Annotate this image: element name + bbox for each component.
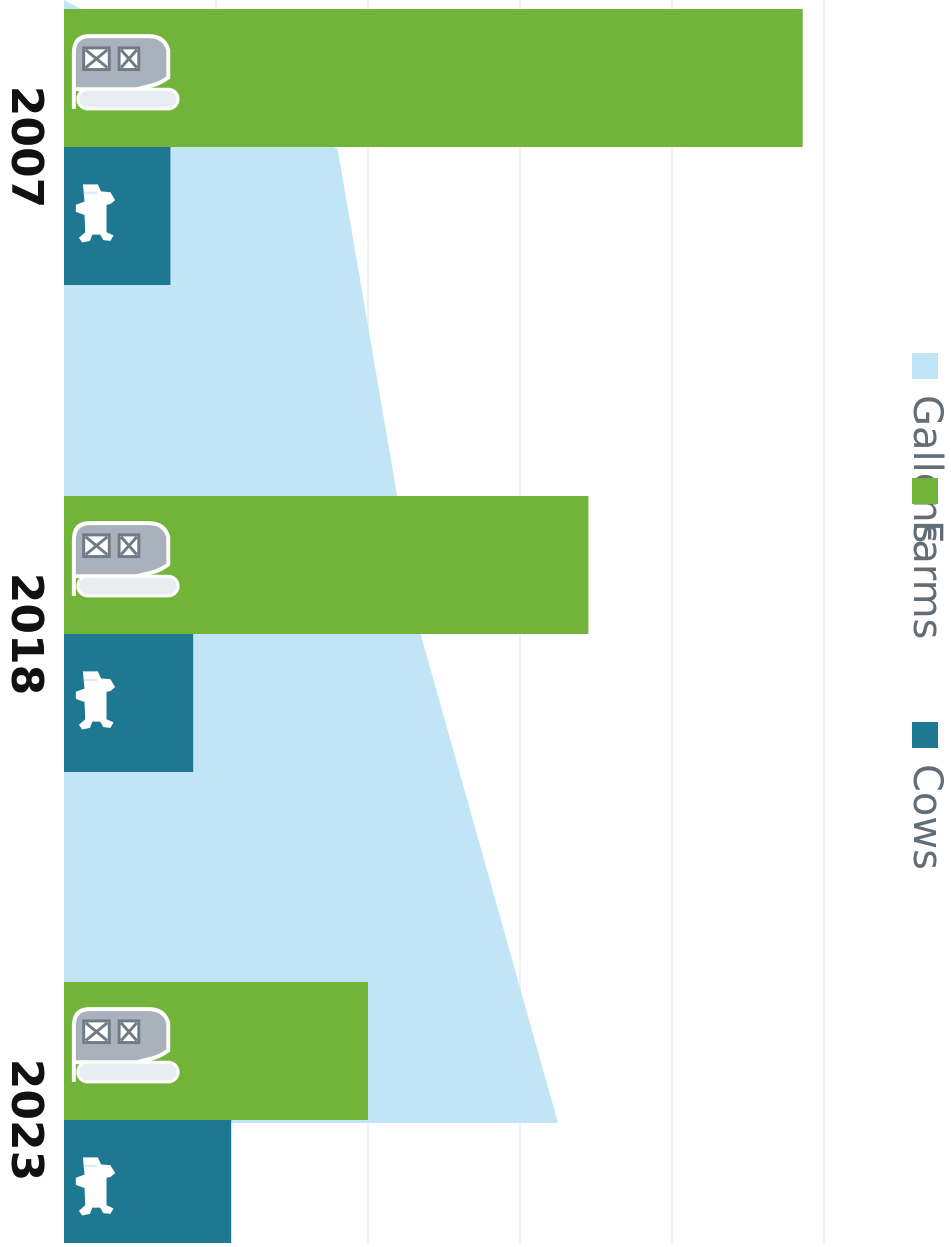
category-label-2018: 2018 (1, 573, 52, 695)
barn-icon (74, 1009, 178, 1082)
cows-legend-swatch (912, 722, 938, 748)
category-label-2023: 2023 (1, 1059, 52, 1181)
cows-bar-2018 (64, 634, 194, 772)
farms-legend-swatch (912, 478, 938, 504)
category-label-2007: 2007 (1, 86, 52, 208)
cows-bar-2007 (64, 147, 171, 285)
barn-icon (74, 36, 178, 109)
farms-legend-label: Farms (904, 520, 950, 639)
cows-legend-label: Cows (904, 764, 950, 870)
gallons-legend-swatch (912, 353, 938, 379)
gallons-legend-label: Gallons (904, 395, 950, 543)
farms-bar-2007 (64, 9, 803, 147)
barn-icon (74, 523, 178, 596)
